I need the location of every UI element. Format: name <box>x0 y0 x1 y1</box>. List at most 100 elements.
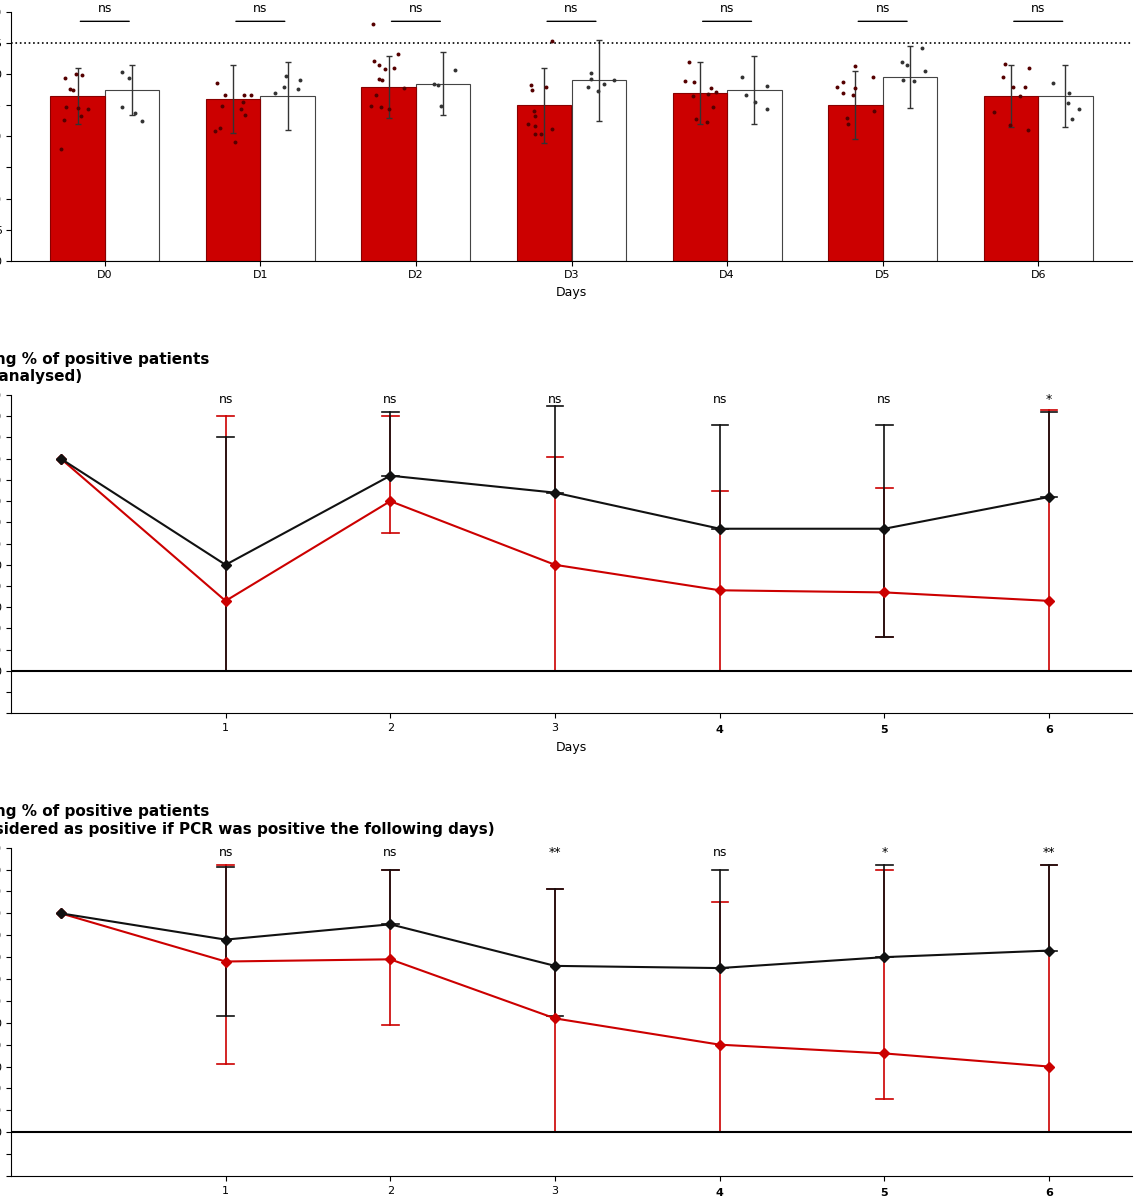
Point <box>373 71 391 90</box>
Point <box>369 70 387 89</box>
Point <box>993 68 1012 88</box>
Point <box>1021 58 1039 77</box>
Point <box>708 83 726 102</box>
Text: **: ** <box>1042 846 1055 859</box>
Point <box>687 109 705 128</box>
Text: ns: ns <box>409 2 423 16</box>
Point <box>55 110 73 130</box>
Point <box>79 98 97 118</box>
Point <box>596 74 614 94</box>
Point <box>582 64 600 83</box>
Point <box>446 60 464 79</box>
Bar <box>361 86 416 260</box>
Point <box>61 79 79 98</box>
Point <box>291 70 310 89</box>
Point <box>680 53 698 72</box>
Text: ns: ns <box>218 846 233 859</box>
Point <box>429 76 447 95</box>
Point <box>277 66 295 85</box>
Bar <box>882 77 937 260</box>
Point <box>758 77 776 96</box>
Point <box>266 83 285 102</box>
Point <box>1058 94 1077 113</box>
Point <box>839 114 857 133</box>
Text: Graph presenting % of positive patients
(ND values considered as positive if PCR: Graph presenting % of positive patients … <box>0 804 495 836</box>
Text: *: * <box>1046 392 1053 406</box>
Point <box>113 97 131 116</box>
Point <box>242 85 261 104</box>
Point <box>845 85 863 104</box>
Point <box>838 109 856 128</box>
Point <box>829 77 847 96</box>
Point <box>213 96 231 115</box>
X-axis label: Days: Days <box>555 740 588 754</box>
Bar <box>984 96 1038 260</box>
Point <box>519 115 537 134</box>
Bar <box>261 96 314 260</box>
Point <box>543 120 561 139</box>
Text: ns: ns <box>720 2 734 16</box>
Text: ns: ns <box>565 2 578 16</box>
Bar <box>517 106 572 260</box>
Point <box>864 67 882 86</box>
Point <box>1044 73 1062 92</box>
Point <box>365 52 383 71</box>
Point <box>232 100 250 119</box>
Point <box>537 77 555 96</box>
Point <box>916 61 934 80</box>
Point <box>394 79 413 98</box>
Point <box>702 78 720 97</box>
Point <box>605 71 623 90</box>
Point <box>590 82 608 101</box>
Point <box>543 31 561 50</box>
Point <box>1018 120 1037 139</box>
Bar <box>727 90 782 260</box>
Point <box>1062 110 1080 130</box>
Point <box>206 121 224 140</box>
Point <box>834 72 853 91</box>
Point <box>985 103 1004 122</box>
Point <box>72 66 90 85</box>
Point <box>367 85 385 104</box>
Text: ns: ns <box>547 392 562 406</box>
Point <box>698 84 717 103</box>
Point <box>274 77 293 96</box>
Point <box>134 112 152 131</box>
Point <box>526 107 544 126</box>
Point <box>363 14 382 34</box>
Point <box>913 38 932 58</box>
Point <box>865 102 884 121</box>
Point <box>698 112 717 131</box>
Point <box>733 67 751 86</box>
Point <box>376 60 394 79</box>
Point <box>63 80 81 100</box>
Bar <box>50 96 105 260</box>
Bar <box>1038 96 1093 260</box>
Point <box>235 85 254 104</box>
Text: ns: ns <box>253 2 267 16</box>
Point <box>897 55 916 74</box>
Text: *: * <box>881 846 888 859</box>
Point <box>522 80 541 100</box>
Point <box>208 73 226 92</box>
Point <box>69 98 87 118</box>
Point <box>685 86 703 106</box>
Point <box>1001 115 1020 134</box>
Bar <box>672 92 727 260</box>
Point <box>234 92 253 112</box>
Point <box>235 106 254 125</box>
Point <box>685 72 703 91</box>
Point <box>126 104 144 124</box>
Point <box>371 97 390 116</box>
Point <box>846 56 864 76</box>
Point <box>996 54 1014 73</box>
Bar <box>829 106 882 260</box>
Point <box>1070 100 1088 119</box>
Text: Graph presenting % of positive patients
(ND values not analysed): Graph presenting % of positive patients … <box>0 352 209 384</box>
Point <box>582 70 600 89</box>
Point <box>216 85 234 104</box>
Text: **: ** <box>549 846 561 859</box>
Point <box>578 78 597 97</box>
Point <box>425 74 443 94</box>
Point <box>1016 78 1034 97</box>
